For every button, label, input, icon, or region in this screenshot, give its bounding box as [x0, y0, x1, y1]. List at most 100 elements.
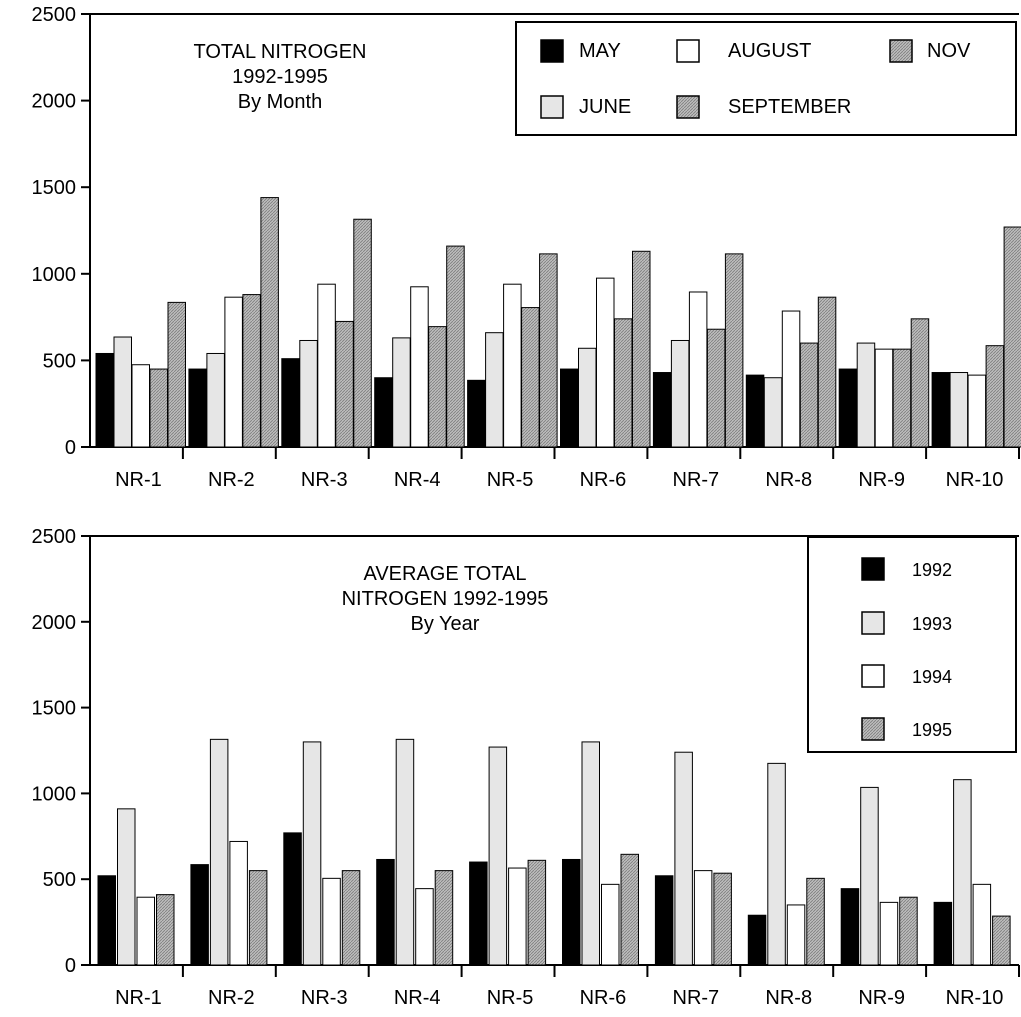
axes: 0 500 1000 1500 2000 2500 NR-1 NR-2 NR-3 NR-4 NR-5…: [32, 526, 1020, 1009]
y-tick-label: 1000: [32, 264, 77, 286]
bar-nov-nr-10: [1003, 226, 1021, 448]
legend-swatch: [676, 95, 700, 119]
bar-1994-nr-8: [786, 904, 806, 966]
bar-august-nr-10: [967, 374, 987, 448]
axes: 0 500 1000 1500 2000 2500 NR-1 NR-2 NR-3 NR-4 NR-5…: [32, 4, 1020, 491]
bar-june-nr-2: [206, 352, 225, 448]
x-tick-label: NR-6: [580, 469, 627, 491]
bar-1992-nr-5: [469, 861, 488, 966]
bar-1992-nr-8: [747, 914, 767, 966]
legend: 1992 1993 1994 1995: [807, 536, 1017, 753]
bar-1994-nr-9: [879, 901, 899, 966]
bar-1995-nr-2: [248, 870, 268, 966]
bar-1995-nr-9: [899, 896, 918, 966]
legend-label: MAY: [579, 40, 621, 62]
bar-september-nr-4: [428, 326, 447, 448]
chart-title: AVERAGE TOTAL NITROGEN 1992-1995 By Year: [342, 563, 549, 635]
legend-label: JUNE: [579, 96, 631, 118]
legend-swatch: [861, 557, 885, 581]
bar-may-nr-7: [652, 372, 672, 448]
legend-swatch: [540, 95, 564, 119]
bar-august-nr-4: [410, 286, 429, 448]
x-tick-label: NR-9: [858, 987, 905, 1009]
bar-september-nr-2: [242, 294, 261, 448]
bar-september-nr-3: [335, 320, 354, 448]
x-tick-label: NR-2: [208, 987, 255, 1009]
legend-label: 1993: [912, 614, 952, 634]
x-tick-label: NR-8: [765, 987, 812, 1009]
bar-may-nr-9: [838, 368, 858, 448]
bar-nov-nr-4: [446, 245, 465, 448]
chart-title-line: 1992-1995: [232, 66, 328, 88]
x-tick-label: NR-4: [394, 469, 441, 491]
bar-june-nr-3: [299, 339, 318, 448]
legend-swatch: [676, 39, 700, 63]
x-tick-label: NR-1: [115, 987, 162, 1009]
bar-1992-nr-6: [562, 858, 581, 966]
bar-august-nr-7: [688, 291, 708, 448]
bar-august-nr-3: [317, 283, 336, 448]
bar-1992-nr-4: [376, 858, 395, 966]
legend-swatch: [861, 717, 885, 741]
bar-may-nr-1: [95, 352, 114, 448]
bar-1993-nr-9: [860, 786, 879, 966]
bar-1995-nr-1: [156, 894, 175, 966]
bar-1992-nr-10: [933, 901, 953, 966]
legend-label: 1992: [912, 560, 952, 580]
bar-nov-nr-9: [910, 318, 930, 448]
x-tick-label: NR-10: [946, 469, 1004, 491]
x-tick-label: NR-8: [765, 469, 812, 491]
bar-1993-nr-5: [488, 746, 508, 966]
y-tick-label: 1500: [32, 698, 77, 720]
bar-june-nr-4: [392, 337, 411, 448]
bar-nov-nr-3: [353, 218, 372, 448]
bar-august-nr-2: [224, 296, 243, 448]
bar-september-nr-5: [521, 307, 540, 448]
legend-swatch: [861, 611, 885, 635]
bar-1993-nr-7: [674, 751, 693, 966]
bar-1992-nr-7: [654, 875, 674, 966]
x-tick-label: NR-5: [487, 469, 534, 491]
chart-title-line: AVERAGE TOTAL: [363, 563, 526, 585]
x-tick-label: NR-6: [580, 987, 627, 1009]
bar-june-nr-5: [485, 332, 504, 448]
chart-title-line: NITROGEN 1992-1995: [342, 588, 549, 610]
bar-1995-nr-4: [434, 870, 454, 966]
legend-label: NOV: [927, 40, 971, 62]
x-tick-label: NR-7: [673, 469, 720, 491]
chart-title-line: By Month: [238, 91, 322, 113]
y-tick-label: 500: [43, 869, 76, 891]
y-tick-label: 2500: [32, 4, 77, 26]
chart-title-line: By Year: [411, 613, 480, 635]
bar-1995-nr-10: [992, 915, 1011, 966]
y-tick-label: 1500: [32, 177, 77, 199]
bar-june-nr-1: [113, 336, 132, 448]
y-tick-label: 0: [65, 955, 76, 977]
bar-june-nr-8: [763, 377, 783, 448]
bar-september-nr-1: [149, 368, 168, 448]
bar-1992-nr-1: [97, 875, 116, 966]
bar-june-nr-10: [949, 372, 969, 448]
bar-1994-nr-2: [229, 840, 248, 966]
y-tick-label: 0: [65, 437, 76, 459]
bar-may-nr-2: [188, 368, 207, 448]
bar-1992-nr-3: [283, 832, 302, 966]
bar-1993-nr-1: [117, 808, 136, 966]
bar-august-nr-9: [874, 348, 894, 448]
x-tick-label: NR-2: [208, 469, 255, 491]
bar-1993-nr-2: [209, 738, 229, 966]
bar-1995-nr-6: [620, 853, 639, 966]
y-tick-label: 2500: [32, 526, 77, 548]
bar-may-nr-3: [281, 358, 300, 448]
bar-may-nr-6: [560, 368, 579, 448]
bar-1994-nr-10: [972, 883, 992, 966]
bar-june-nr-6: [578, 347, 597, 448]
x-tick-label: NR-9: [858, 469, 905, 491]
legend-label: AUGUST: [728, 40, 811, 62]
chart-title: TOTAL NITROGEN 1992-1995 By Month: [194, 41, 367, 113]
bar-may-nr-8: [745, 374, 765, 448]
bar-august-nr-5: [503, 283, 522, 448]
bar-1993-nr-4: [395, 738, 415, 966]
x-tick-label: NR-1: [115, 469, 162, 491]
